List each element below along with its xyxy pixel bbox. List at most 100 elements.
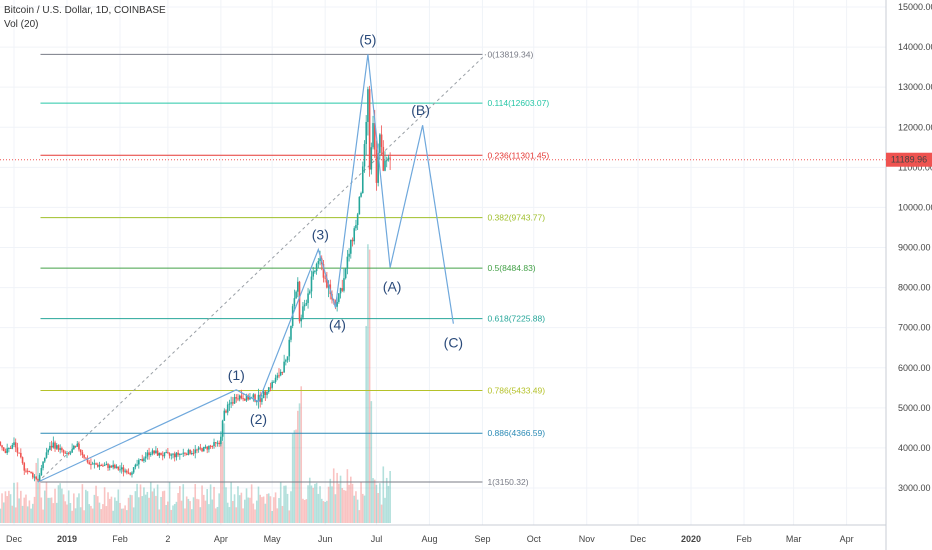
volume-bar bbox=[326, 500, 328, 523]
candle-body bbox=[228, 403, 231, 405]
fib-label: 0.382(9743.77) bbox=[487, 213, 545, 223]
candle-body bbox=[338, 293, 340, 302]
candle-body bbox=[81, 452, 84, 456]
candle-body bbox=[356, 214, 359, 226]
candle-body bbox=[124, 470, 126, 472]
volume-bar bbox=[242, 508, 244, 523]
volume-bar bbox=[199, 507, 202, 523]
elliott-waves[interactable]: (1) (2) (3) (4) (5) (A) (B) (C) bbox=[37, 31, 463, 483]
volume-bar bbox=[197, 499, 200, 523]
volume-bar bbox=[131, 495, 133, 523]
candle-body bbox=[261, 398, 263, 402]
candle-body bbox=[155, 450, 157, 454]
candle-body bbox=[322, 264, 325, 278]
symbol-title[interactable]: Bitcoin / U.S. Dollar, 1D, COINBASE bbox=[4, 5, 166, 16]
volume-bar bbox=[83, 510, 85, 523]
volume-bar bbox=[382, 466, 385, 523]
time-tick-label: Feb bbox=[736, 534, 752, 544]
price-tick-label: 3000.00 bbox=[898, 483, 931, 493]
candle-body bbox=[148, 452, 150, 456]
candle-body bbox=[204, 446, 207, 448]
fibonacci-retracement[interactable]: 0(13819.34) 0.114(12603.07) 0.236(11301.45… bbox=[0, 49, 886, 487]
last-price-tag bbox=[886, 152, 932, 167]
candle-body bbox=[218, 442, 220, 445]
candle-body bbox=[269, 387, 272, 389]
candle-body bbox=[20, 452, 22, 458]
volume-bar bbox=[143, 487, 145, 523]
candle-body bbox=[281, 371, 284, 373]
candle-body bbox=[249, 397, 251, 400]
candle-body bbox=[254, 394, 256, 402]
candle-body bbox=[240, 395, 243, 399]
volume-bar bbox=[302, 498, 304, 523]
candle-body bbox=[64, 452, 67, 454]
candle-body bbox=[238, 395, 241, 400]
volume-bar bbox=[288, 510, 291, 523]
time-tick-label: Apr bbox=[214, 534, 228, 544]
volume-bar bbox=[307, 485, 309, 523]
candle-body bbox=[76, 443, 79, 447]
volume-bar bbox=[348, 484, 350, 523]
volume-bar bbox=[281, 505, 284, 523]
candle-body bbox=[262, 391, 265, 399]
candle-body bbox=[197, 447, 200, 450]
candle-body bbox=[379, 134, 381, 153]
candle-body bbox=[303, 304, 306, 307]
candle-body bbox=[199, 447, 202, 449]
wave-path bbox=[37, 54, 454, 483]
volume-bar bbox=[269, 496, 272, 523]
chart-grid bbox=[0, 0, 886, 525]
candle-body bbox=[4, 450, 7, 453]
trendline[interactable] bbox=[37, 53, 487, 483]
volume-bar bbox=[182, 484, 185, 523]
volume-bar bbox=[40, 497, 43, 523]
candle-body bbox=[230, 402, 232, 404]
wave-label: (A) bbox=[383, 279, 402, 295]
volume-bar bbox=[26, 506, 29, 523]
price-axis[interactable]: 3000.00 4000.00 5000.00 6000.00 7000.00 8000.… bbox=[885, 0, 932, 550]
volume-bar bbox=[235, 507, 238, 523]
candle-body bbox=[85, 457, 87, 459]
volume-bar bbox=[285, 485, 287, 523]
candle-body bbox=[339, 288, 342, 294]
candle-body bbox=[180, 453, 183, 455]
volume-bar bbox=[100, 509, 102, 523]
volume-bar bbox=[297, 410, 299, 523]
candle-body bbox=[377, 152, 379, 183]
candle-body bbox=[191, 452, 193, 454]
time-axis[interactable]: Dec 2019 Feb 2 Apr May Jun Jul Aug Sep Oct Nov Dec 20… bbox=[0, 524, 886, 544]
volume-bar bbox=[73, 493, 75, 523]
fib-label: 0.5(8484.83) bbox=[487, 263, 535, 273]
candle-body bbox=[115, 466, 118, 469]
candle-body bbox=[213, 442, 215, 447]
candle-body bbox=[173, 453, 176, 458]
volume-indicator-label[interactable]: Vol (20) bbox=[4, 19, 39, 30]
candle-body bbox=[202, 447, 205, 452]
volume-bar bbox=[283, 485, 285, 523]
volume-bar bbox=[14, 507, 17, 523]
candle-body bbox=[38, 475, 41, 481]
candle-body bbox=[252, 394, 255, 398]
chart-legend: Bitcoin / U.S. Dollar, 1D, COINBASE Vol … bbox=[4, 4, 166, 32]
fib-label: 0.618(7225.88) bbox=[487, 314, 545, 324]
candle-body bbox=[295, 291, 297, 299]
candle-body bbox=[61, 448, 63, 451]
volume-bar bbox=[138, 497, 140, 523]
volume-bar bbox=[57, 485, 60, 523]
candle-body bbox=[232, 402, 234, 404]
volume-bar bbox=[305, 499, 308, 523]
candle-body bbox=[35, 476, 38, 480]
candle-body bbox=[192, 452, 195, 454]
volume-bar bbox=[367, 244, 369, 523]
time-tick-label: Feb bbox=[112, 534, 128, 544]
candle-body bbox=[108, 465, 111, 468]
fib-label: 0.236(11301.45) bbox=[487, 150, 549, 160]
candle-body bbox=[78, 443, 80, 450]
candle-body bbox=[285, 360, 287, 362]
price-tick-label: 6000.00 bbox=[898, 363, 931, 373]
volume-bar bbox=[52, 503, 55, 523]
volume-bar bbox=[379, 483, 381, 523]
candle-body bbox=[172, 453, 174, 455]
volume-bar bbox=[346, 469, 349, 523]
